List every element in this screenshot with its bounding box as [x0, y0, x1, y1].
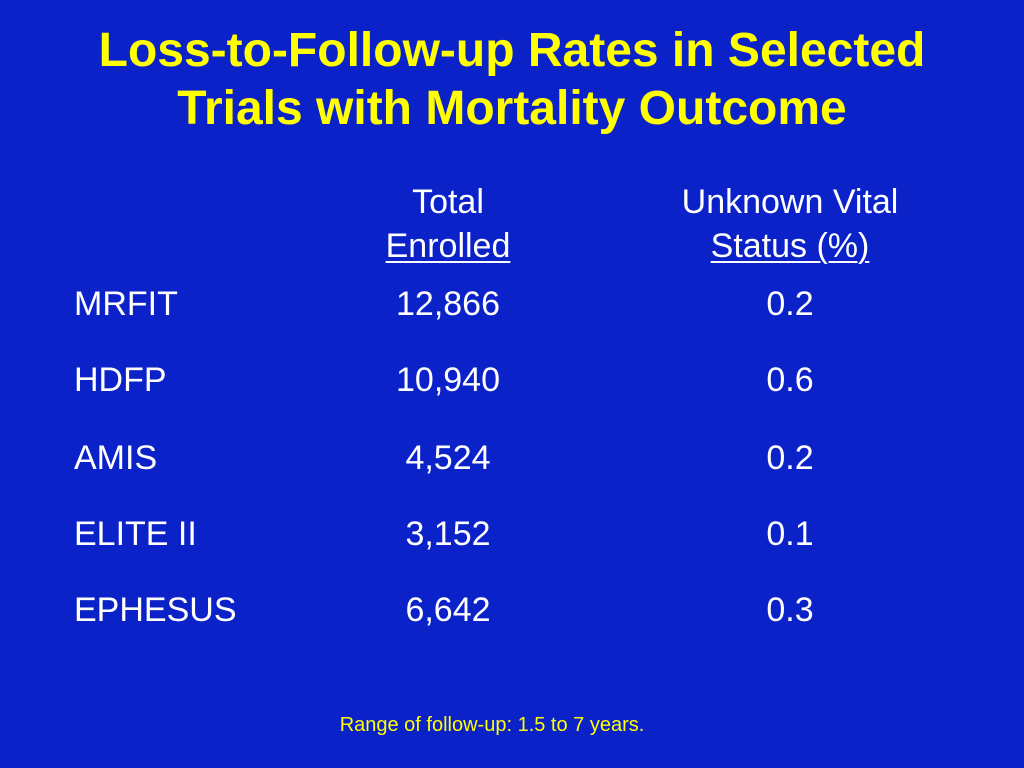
table-row-elite-ii: ELITE II 3,152 0.1: [0, 512, 1024, 556]
column-header-total-line-2: Enrolled: [385, 227, 511, 265]
column-header-unknown-vital-status: Unknown Vital Status (%): [640, 180, 940, 268]
column-header-vital-line-1: Unknown Vital: [681, 183, 899, 221]
trial-name: HDFP: [74, 361, 167, 399]
column-header-vital-line-2: Status (%): [710, 227, 870, 265]
slide-title: Loss-to-Follow-up Rates in Selected Tria…: [0, 22, 1024, 138]
trial-name: ELITE II: [74, 515, 197, 553]
total-enrolled-value: 6,642: [405, 591, 491, 629]
total-enrolled-value: 3,152: [405, 515, 491, 553]
table-row-ephesus: EPHESUS 6,642 0.3: [0, 588, 1024, 632]
unknown-vital-status-value: 0.2: [766, 439, 814, 477]
total-enrolled-value: 12,866: [396, 285, 500, 323]
trial-name: AMIS: [74, 439, 158, 477]
footnote: Range of follow-up: 1.5 to 7 years.: [339, 714, 645, 736]
table-row-amis: AMIS 4,524 0.2: [0, 436, 1024, 480]
slide-title-line-1: Loss-to-Follow-up Rates in Selected: [98, 24, 926, 77]
unknown-vital-status-value: 0.2: [766, 285, 814, 323]
total-enrolled-value: 4,524: [405, 439, 491, 477]
trial-name: MRFIT: [74, 285, 178, 323]
slide-title-line-2: Trials with Mortality Outcome: [177, 82, 847, 135]
total-enrolled-value: 10,940: [396, 361, 500, 399]
unknown-vital-status-value: 0.3: [766, 591, 814, 629]
column-header-total-enrolled: Total Enrolled: [348, 180, 548, 268]
trial-name: EPHESUS: [74, 591, 237, 629]
table-row-hdfp: HDFP 10,940 0.6: [0, 358, 1024, 402]
unknown-vital-status-value: 0.1: [766, 515, 814, 553]
table-row-mrfit: MRFIT 12,866 0.2: [0, 282, 1024, 326]
unknown-vital-status-value: 0.6: [766, 361, 814, 399]
column-header-total-line-1: Total: [412, 183, 484, 221]
